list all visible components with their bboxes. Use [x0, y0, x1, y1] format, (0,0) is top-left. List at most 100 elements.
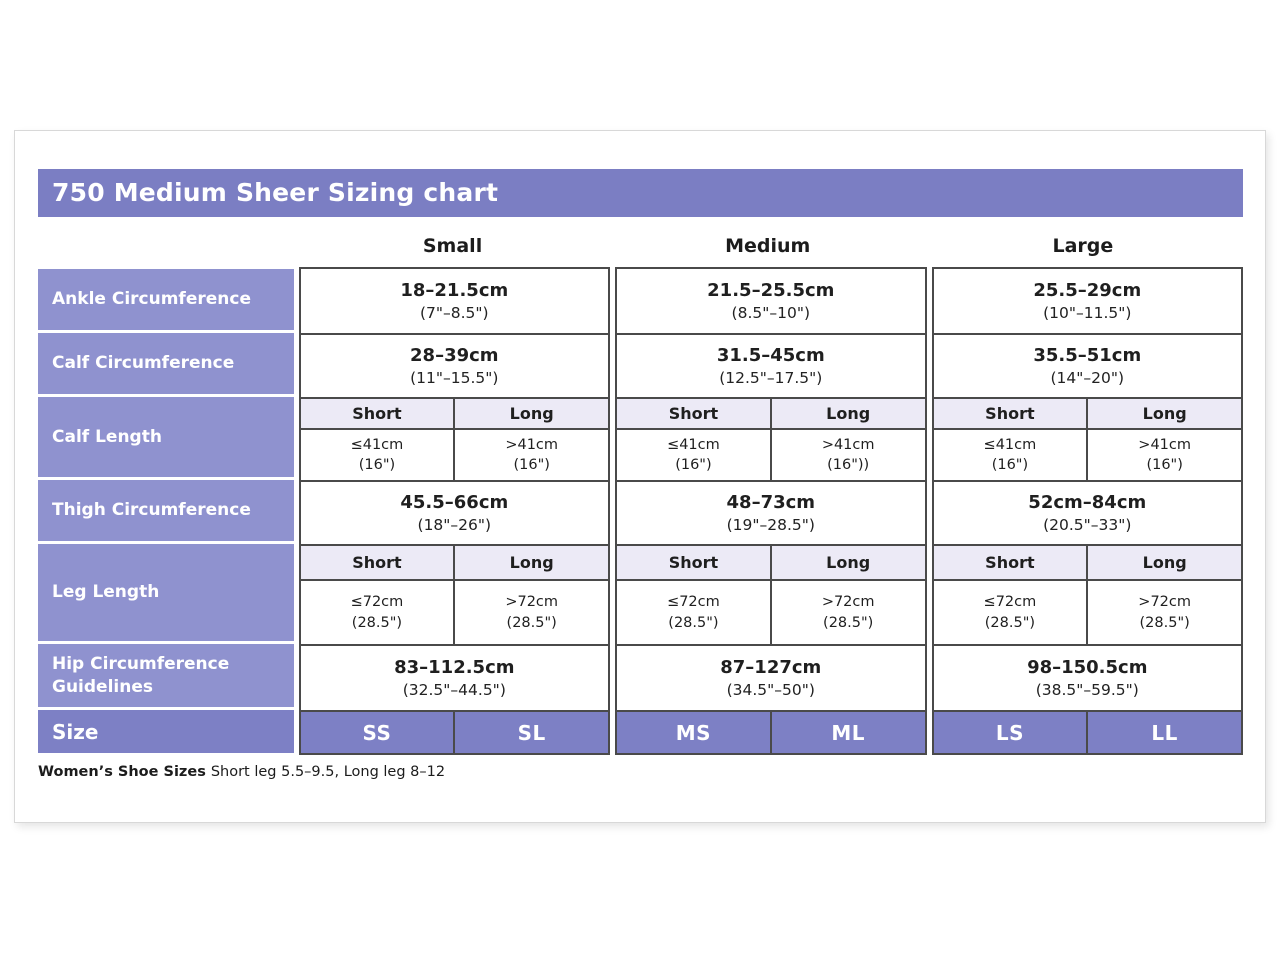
- value-inches: (10"–11.5"): [1043, 303, 1132, 322]
- size-codes-large: LS LL: [933, 710, 1242, 753]
- cell-thigh-small: 45.5–66cm (18"–26"): [300, 480, 609, 544]
- value-inches: (11"–15.5"): [410, 368, 499, 387]
- value-inches: (20.5"–33"): [1043, 515, 1132, 534]
- value-inches: (32.5"–44.5"): [402, 680, 506, 699]
- cell-thigh-medium: 48–73cm (19"–28.5"): [617, 480, 925, 544]
- cell-calf-length-small: ≤41cm (16") >41cm (16"): [300, 428, 609, 480]
- value-inches: (38.5"–59.5"): [1035, 680, 1139, 699]
- value-short: ≤72cm (28.5"): [617, 581, 772, 644]
- column-header-large: Large: [1052, 235, 1114, 257]
- value-cm: 87–127cm: [720, 656, 822, 678]
- row-label-thigh-circumference: Thigh Circumference: [38, 480, 294, 544]
- cell-leg-length-large: ≤72cm (28.5") >72cm (28.5"): [933, 579, 1242, 644]
- size-group-header-row: Small Medium Large: [38, 229, 1243, 263]
- subheader-row-calf-length-large: Short Long: [933, 397, 1242, 428]
- cell-calf-circumference-small: 28–39cm (11"–15.5"): [300, 333, 609, 397]
- cell-calf-length-large: ≤41cm (16") >41cm (16"): [933, 428, 1242, 480]
- sizing-table: Ankle Circumference Calf Circumference C…: [38, 267, 1244, 755]
- value-inches: (16"): [675, 457, 712, 473]
- value-inches: (8.5"–10"): [731, 303, 811, 322]
- row-label-calf-circumference: Calf Circumference: [38, 333, 294, 397]
- row-label-hip-circumference-guidelines: Hip Circumference Guidelines: [38, 644, 294, 710]
- value-long: >41cm (16"): [1088, 430, 1241, 480]
- cell-calf-length-medium: ≤41cm (16") >41cm (16")): [617, 428, 925, 480]
- cell-hip-medium: 87–127cm (34.5"–50"): [617, 644, 925, 710]
- row-label-calf-length: Calf Length: [38, 397, 294, 480]
- cell-calf-circumference-medium: 31.5–45cm (12.5"–17.5"): [617, 333, 925, 397]
- size-code: LL: [1151, 720, 1178, 745]
- row-label-leg-length: Leg Length: [38, 544, 294, 644]
- subheader-short: Short: [934, 546, 1089, 579]
- value-cm: 18–21.5cm: [400, 279, 509, 301]
- value-inches: (28.5"): [668, 614, 719, 631]
- value-inches: (34.5"–50"): [726, 680, 815, 699]
- cell-ankle-large: 25.5–29cm (10"–11.5"): [934, 269, 1241, 333]
- shoe-size-footnote: Women’s Shoe Sizes Short leg 5.5–9.5, Lon…: [38, 764, 1243, 780]
- subheader-long: Long: [826, 553, 871, 572]
- value-cm: 25.5–29cm: [1033, 279, 1142, 301]
- value-cm: ≤41cm: [350, 436, 404, 453]
- cell-calf-circumference-large: 35.5–51cm (14"–20"): [933, 333, 1242, 397]
- value-cm: ≤72cm: [983, 594, 1037, 611]
- value-cm: ≤41cm: [983, 436, 1037, 453]
- value-inches: (16"): [1146, 457, 1183, 473]
- value-inches: (16"): [513, 457, 550, 473]
- value-short: ≤41cm (16"): [934, 430, 1089, 480]
- row-label-column: Ankle Circumference Calf Circumference C…: [38, 269, 294, 755]
- cell-leg-length-small: ≤72cm (28.5") >72cm (28.5"): [300, 579, 609, 644]
- size-codes-small: SS SL: [300, 710, 609, 753]
- value-cm: 21.5–25.5cm: [707, 279, 835, 301]
- value-long: >72cm (28.5"): [1088, 581, 1241, 644]
- value-long: >41cm (16")): [772, 430, 925, 480]
- value-long: >41cm (16"): [455, 430, 608, 480]
- value-inches: (18"–26"): [417, 515, 492, 534]
- value-inches: (28.5"): [1139, 614, 1190, 631]
- value-inches: (28.5"): [823, 614, 874, 631]
- size-code: ML: [831, 720, 865, 745]
- value-cm: >72cm: [505, 594, 559, 611]
- value-cm: ≤72cm: [350, 594, 404, 611]
- value-cm: 35.5–51cm: [1033, 344, 1142, 366]
- footnote-text: Short leg 5.5–9.5, Long leg 8–12: [210, 764, 446, 780]
- subheader-row-leg-length-small: Short Long: [300, 544, 609, 579]
- value-cm: 52cm–84cm: [1028, 491, 1147, 513]
- subheader-long: Long: [1142, 404, 1187, 423]
- subheader-row-leg-length-medium: Short Long: [617, 544, 925, 579]
- subheader-short: Short: [934, 399, 1089, 428]
- value-cm: >72cm: [821, 594, 875, 611]
- subheader-short: Short: [301, 399, 456, 428]
- value-cm: ≤72cm: [667, 594, 720, 611]
- value-inches: (16"): [358, 457, 396, 473]
- footnote-bold-label: Women’s Shoe Sizes: [38, 764, 206, 780]
- size-code: SL: [517, 720, 546, 745]
- cell-thigh-large: 52cm–84cm (20.5"–33"): [933, 480, 1242, 544]
- value-inches: (14"–20"): [1050, 368, 1125, 387]
- subheader-row-calf-length-medium: Short Long: [617, 397, 925, 428]
- cell-hip-small: 83–112.5cm (32.5"–44.5"): [300, 644, 609, 710]
- chart-title-bar: 750 Medium Sheer Sizing chart: [38, 169, 1243, 217]
- column-header-medium: Medium: [725, 235, 811, 257]
- value-cm: 83–112.5cm: [394, 656, 515, 678]
- size-codes-medium: MS ML: [617, 710, 925, 753]
- cell-leg-length-medium: ≤72cm (28.5") >72cm (28.5"): [617, 579, 925, 644]
- size-group-medium: 21.5–25.5cm (8.5"–10") 31.5–45cm (12.5"–…: [615, 267, 927, 755]
- value-cm: 98–150.5cm: [1027, 656, 1148, 678]
- chart-title: 750 Medium Sheer Sizing chart: [52, 178, 499, 207]
- value-inches: (28.5"): [351, 614, 403, 631]
- subheader-short: Short: [301, 546, 456, 579]
- subheader-long: Long: [1142, 553, 1187, 572]
- subheader-row-leg-length-large: Short Long: [933, 544, 1242, 579]
- value-inches: (19"–28.5"): [726, 515, 815, 534]
- cell-hip-large: 98–150.5cm (38.5"–59.5"): [933, 644, 1242, 710]
- size-code: SS: [301, 712, 456, 753]
- value-short: ≤41cm (16"): [301, 430, 456, 480]
- size-code: MS: [617, 712, 772, 753]
- subheader-short: Short: [617, 546, 772, 579]
- value-inches: (12.5"–17.5"): [719, 368, 823, 387]
- value-short: ≤72cm (28.5"): [934, 581, 1089, 644]
- value-cm: 48–73cm: [726, 491, 816, 513]
- subheader-row-calf-length-small: Short Long: [300, 397, 609, 428]
- value-cm: >72cm: [1138, 594, 1191, 611]
- subheader-long: Long: [509, 404, 554, 423]
- cell-ankle-medium: 21.5–25.5cm (8.5"–10"): [617, 269, 924, 333]
